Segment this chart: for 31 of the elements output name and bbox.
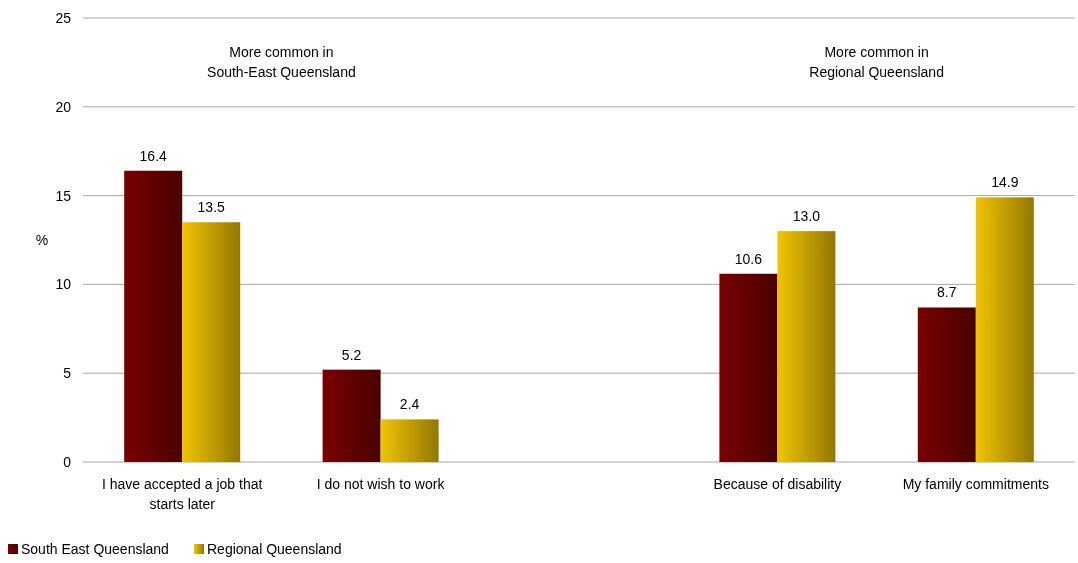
legend-label: South East Queensland — [21, 541, 169, 557]
x-tick-label: Because of disability — [713, 476, 842, 492]
x-tick-label: My family commitments — [902, 476, 1049, 492]
data-label: 14.9 — [991, 174, 1019, 191]
bar — [917, 307, 976, 462]
bar — [182, 222, 241, 462]
data-label: 16.4 — [139, 147, 168, 164]
bar — [777, 231, 836, 462]
y-tick-label: 0 — [63, 454, 72, 470]
data-label: 13.0 — [792, 208, 821, 225]
y-tick-label: 20 — [55, 98, 72, 115]
y-tick-label: 10 — [55, 276, 72, 293]
y-tick-label: 5 — [63, 365, 72, 382]
y-axis-title: % — [35, 232, 49, 248]
data-label: 8.7 — [937, 284, 957, 301]
bar — [380, 419, 439, 462]
annotation: More common in Regional Queensland — [809, 44, 944, 80]
bar — [124, 170, 183, 462]
y-tick-label: 25 — [55, 10, 72, 26]
data-label: 5.2 — [341, 346, 362, 363]
data-label: 2.4 — [399, 396, 420, 413]
bar — [322, 369, 381, 462]
data-label: 13.5 — [197, 199, 226, 216]
bar — [719, 273, 778, 462]
legend-label: Regional Queensland — [207, 541, 342, 557]
y-tick-label: 15 — [55, 187, 72, 204]
annotation: More common in South-East Queensland — [207, 44, 356, 80]
bar — [975, 197, 1034, 462]
x-tick-label: I have accepted a job that starts later — [102, 476, 263, 512]
data-label: 10.6 — [734, 250, 763, 267]
x-tick-label: I do not wish to work — [316, 476, 446, 492]
